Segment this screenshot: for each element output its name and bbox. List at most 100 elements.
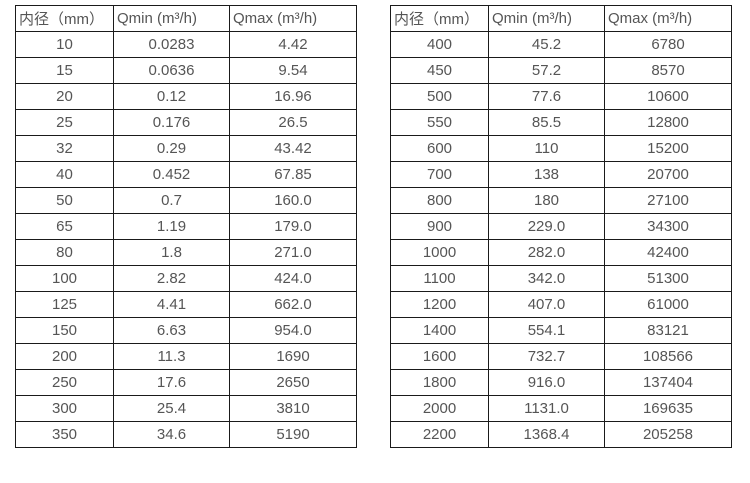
table-cell: 160.0 xyxy=(229,187,357,214)
table-row: 125 4.41 662.0 xyxy=(15,291,357,318)
table-cell: 1690 xyxy=(229,343,357,370)
table-cell: 125 xyxy=(15,291,114,318)
table-row: 32 0.29 43.42 xyxy=(15,135,357,162)
table-cell: 8570 xyxy=(604,57,732,84)
table-header: 内径（mm） Qmin (m³/h) Qmax (m³/h) xyxy=(390,5,732,32)
table-cell: 954.0 xyxy=(229,317,357,344)
table-cell: 51300 xyxy=(604,265,732,292)
table-cell: 2650 xyxy=(229,369,357,396)
table-cell: 500 xyxy=(390,83,489,110)
column-header: Qmax (m³/h) xyxy=(604,5,732,32)
table-cell: 407.0 xyxy=(488,291,605,318)
table-cell: 110 xyxy=(488,135,605,162)
table-cell: 138 xyxy=(488,161,605,188)
table-cell: 1600 xyxy=(390,343,489,370)
table-row: 550 85.5 12800 xyxy=(390,109,732,136)
table-cell: 150 xyxy=(15,317,114,344)
table-cell: 20700 xyxy=(604,161,732,188)
table-cell: 17.6 xyxy=(113,369,230,396)
flow-rate-table-large-diameters: 内径（mm） Qmin (m³/h) Qmax (m³/h) 400 45.2 6780… xyxy=(390,5,732,448)
table-cell: 916.0 xyxy=(488,369,605,396)
table-cell: 424.0 xyxy=(229,265,357,292)
table-row: 100 2.82 424.0 xyxy=(15,265,357,292)
table-cell: 271.0 xyxy=(229,239,357,266)
table-cell: 1100 xyxy=(390,265,489,292)
table-cell: 20 xyxy=(15,83,114,110)
table-row: 800 180 27100 xyxy=(390,187,732,214)
table-row: 25 0.176 26.5 xyxy=(15,109,357,136)
table-cell: 10600 xyxy=(604,83,732,110)
table-cell: 200 xyxy=(15,343,114,370)
table-cell: 0.176 xyxy=(113,109,230,136)
table-cell: 85.5 xyxy=(488,109,605,136)
table-cell: 1200 xyxy=(390,291,489,318)
table-cell: 0.7 xyxy=(113,187,230,214)
table-row: 900 229.0 34300 xyxy=(390,213,732,240)
table-cell: 179.0 xyxy=(229,213,357,240)
table-cell: 1368.4 xyxy=(488,421,605,448)
column-header: 内径（mm） xyxy=(15,5,114,32)
table-cell: 5190 xyxy=(229,421,357,448)
table-cell: 6780 xyxy=(604,31,732,58)
table-cell: 900 xyxy=(390,213,489,240)
table-cell: 662.0 xyxy=(229,291,357,318)
table-row: 40 0.452 67.85 xyxy=(15,161,357,188)
table-row: 50 0.7 160.0 xyxy=(15,187,357,214)
table-cell: 2200 xyxy=(390,421,489,448)
table-row: 350 34.6 5190 xyxy=(15,421,357,448)
table-cell: 40 xyxy=(15,161,114,188)
table-cell: 15200 xyxy=(604,135,732,162)
table-cell: 34300 xyxy=(604,213,732,240)
table-row: 65 1.19 179.0 xyxy=(15,213,357,240)
table-cell: 50 xyxy=(15,187,114,214)
table-cell: 34.6 xyxy=(113,421,230,448)
table-row: 1100 342.0 51300 xyxy=(390,265,732,292)
table-cell: 229.0 xyxy=(488,213,605,240)
table-cell: 550 xyxy=(390,109,489,136)
table-cell: 6.63 xyxy=(113,317,230,344)
table-cell: 450 xyxy=(390,57,489,84)
table-cell: 57.2 xyxy=(488,57,605,84)
table-cell: 0.0283 xyxy=(113,31,230,58)
table-cell: 45.2 xyxy=(488,31,605,58)
table-cell: 9.54 xyxy=(229,57,357,84)
table-row: 200 11.3 1690 xyxy=(15,343,357,370)
tables-container: 内径（mm） Qmin (m³/h) Qmax (m³/h) 10 0.0283 4.4… xyxy=(15,5,732,448)
table-row: 2200 1368.4 205258 xyxy=(390,421,732,448)
table-cell: 3810 xyxy=(229,395,357,422)
flow-rate-table-small-diameters: 内径（mm） Qmin (m³/h) Qmax (m³/h) 10 0.0283 4.4… xyxy=(15,5,357,448)
table-cell: 137404 xyxy=(604,369,732,396)
table-cell: 0.12 xyxy=(113,83,230,110)
header-row: 内径（mm） Qmin (m³/h) Qmax (m³/h) xyxy=(390,5,732,32)
table-cell: 15 xyxy=(15,57,114,84)
table-row: 1400 554.1 83121 xyxy=(390,317,732,344)
table-body: 10 0.0283 4.42 15 0.0636 9.54 20 0.12 16.96 25 0.1… xyxy=(15,31,357,448)
table-cell: 1.19 xyxy=(113,213,230,240)
table-cell: 0.0636 xyxy=(113,57,230,84)
table-cell: 0.452 xyxy=(113,161,230,188)
table-cell: 4.42 xyxy=(229,31,357,58)
table-cell: 10 xyxy=(15,31,114,58)
table-cell: 400 xyxy=(390,31,489,58)
table-cell: 16.96 xyxy=(229,83,357,110)
table-row: 1600 732.7 108566 xyxy=(390,343,732,370)
table-cell: 42400 xyxy=(604,239,732,266)
table-row: 400 45.2 6780 xyxy=(390,31,732,58)
table-cell: 300 xyxy=(15,395,114,422)
table-body: 400 45.2 6780 450 57.2 8570 500 77.6 10600 550 85.… xyxy=(390,31,732,448)
table-cell: 800 xyxy=(390,187,489,214)
table-cell: 2.82 xyxy=(113,265,230,292)
table-row: 15 0.0636 9.54 xyxy=(15,57,357,84)
table-cell: 77.6 xyxy=(488,83,605,110)
table-cell: 600 xyxy=(390,135,489,162)
table-cell: 65 xyxy=(15,213,114,240)
table-row: 80 1.8 271.0 xyxy=(15,239,357,266)
table-cell: 108566 xyxy=(604,343,732,370)
header-row: 内径（mm） Qmin (m³/h) Qmax (m³/h) xyxy=(15,5,357,32)
table-row: 2000 1131.0 169635 xyxy=(390,395,732,422)
table-row: 1000 282.0 42400 xyxy=(390,239,732,266)
table-cell: 250 xyxy=(15,369,114,396)
table-cell: 4.41 xyxy=(113,291,230,318)
column-header: Qmin (m³/h) xyxy=(488,5,605,32)
